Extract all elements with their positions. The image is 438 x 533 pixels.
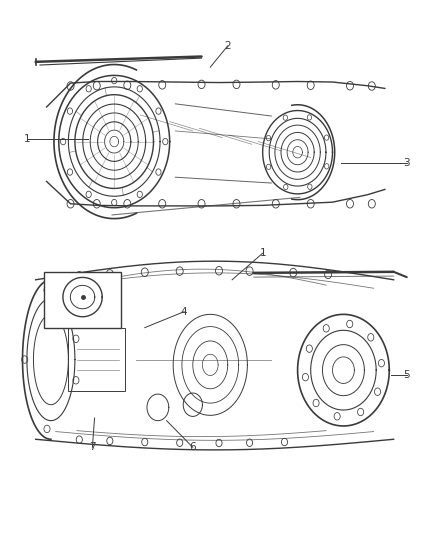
Text: 1: 1 (259, 248, 266, 258)
Bar (44, 272, 121, 328)
Text: 6: 6 (190, 442, 196, 452)
Bar (68, 328, 125, 391)
Text: 2: 2 (224, 41, 231, 51)
Text: 7: 7 (89, 442, 95, 452)
Text: 1: 1 (24, 134, 30, 144)
Text: 5: 5 (403, 370, 410, 381)
Text: 4: 4 (181, 306, 187, 317)
Text: 3: 3 (403, 158, 410, 168)
